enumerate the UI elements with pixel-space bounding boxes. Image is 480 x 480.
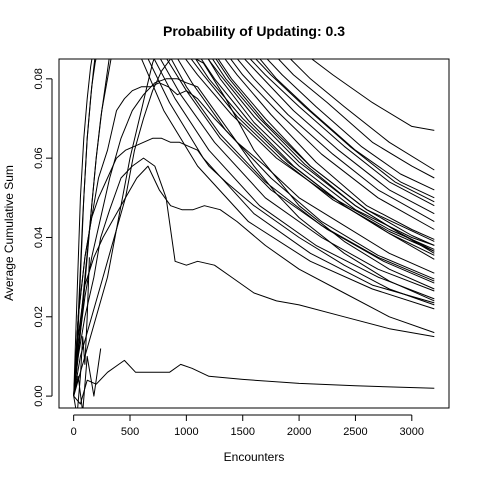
series-line-40 xyxy=(259,59,435,199)
series-line-7 xyxy=(73,59,435,397)
series-line-4 xyxy=(73,137,435,397)
series-line-14 xyxy=(184,59,435,250)
series-line-15 xyxy=(190,59,435,252)
x-tick-label-500: 500 xyxy=(121,426,139,438)
series-line-30 xyxy=(311,59,435,131)
series-line-28 xyxy=(277,59,435,179)
y-axis: 0.00 0.02 0.04 0.06 0.08 xyxy=(33,68,53,407)
series-line-31 xyxy=(170,59,435,282)
y-tick-label-0.00: 0.00 xyxy=(33,385,45,406)
series-line-21 xyxy=(224,59,435,240)
chart-title: Probability of Updating: 0.3 xyxy=(163,23,345,39)
series-line-42 xyxy=(73,348,102,408)
series-line-12 xyxy=(73,59,110,397)
series-line-37 xyxy=(166,59,435,284)
x-tick-label-2000: 2000 xyxy=(287,426,311,438)
y-tick-label-0.04: 0.04 xyxy=(33,227,45,248)
x-tick-label-1500: 1500 xyxy=(230,426,254,438)
series-line-2 xyxy=(73,157,435,397)
series-line-32 xyxy=(177,59,435,280)
x-tick-label-3000: 3000 xyxy=(400,426,424,438)
series-line-3 xyxy=(73,165,435,397)
series-line-10 xyxy=(73,59,93,397)
x-axis: 0 500 1000 1500 2000 2500 3000 xyxy=(71,414,424,438)
series-line-24 xyxy=(243,59,435,215)
series-line-36 xyxy=(141,59,435,310)
series-line-33 xyxy=(159,59,435,292)
y-tick-label-0.02: 0.02 xyxy=(33,306,45,327)
series-line-27 xyxy=(266,59,435,191)
series-line-38 xyxy=(207,59,435,246)
y-tick-label-0.08: 0.08 xyxy=(33,68,45,89)
x-tick-label-1000: 1000 xyxy=(174,426,198,438)
series-line-25 xyxy=(249,59,435,207)
series-line-19 xyxy=(211,59,435,252)
y-axis-label: Average Cumulative Sum xyxy=(2,165,16,301)
y-tick-label-0.06: 0.06 xyxy=(33,147,45,168)
x-tick-label-0: 0 xyxy=(71,426,77,438)
series-line-9 xyxy=(73,59,96,397)
series-line-22 xyxy=(230,59,435,230)
series-group xyxy=(73,59,435,408)
x-tick-label-2500: 2500 xyxy=(343,426,367,438)
series-line-17 xyxy=(200,59,435,260)
plot-frame xyxy=(58,58,450,409)
series-line-41 xyxy=(73,257,90,408)
series-line-23 xyxy=(236,59,435,223)
x-axis-label: Encounters xyxy=(224,450,285,464)
series-line-26 xyxy=(255,59,435,203)
series-line-35 xyxy=(147,59,435,304)
series-line-1 xyxy=(73,359,435,405)
series-line-39 xyxy=(215,59,435,242)
series-line-34 xyxy=(153,59,435,300)
series-line-29 xyxy=(289,59,435,171)
series-line-13 xyxy=(73,59,155,397)
